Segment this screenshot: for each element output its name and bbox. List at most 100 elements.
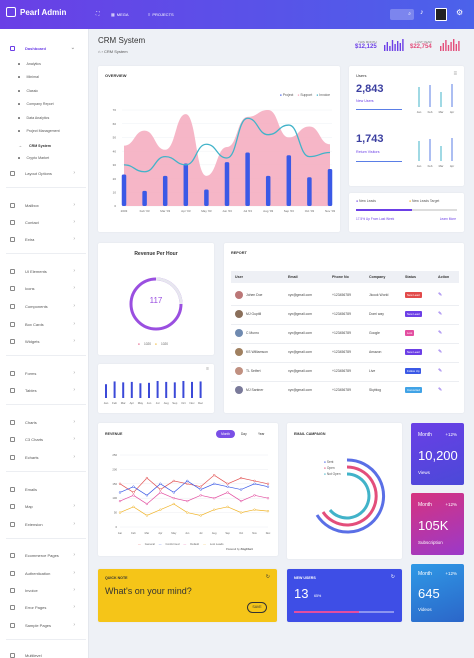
sidebar-item-echarts[interactable]: Echarts › (0, 451, 89, 463)
refresh-icon[interactable]: ↻ (390, 574, 395, 580)
chevron-right-icon: › (73, 436, 75, 442)
tab-month[interactable]: Month (216, 430, 235, 438)
revenue-legend: — General — Conformed — Default — Lost Leads (138, 542, 224, 546)
mega-menu[interactable]: ▦ MEGA (111, 12, 129, 17)
sidebar-item-contact[interactable]: Contact › (0, 216, 89, 228)
sidebar-item-dashboard[interactable]: Dashboard ⌄ (0, 42, 89, 54)
tile-value: 645 (418, 586, 440, 601)
tab-year[interactable]: Year (258, 432, 265, 436)
tile-sub: Subscription (418, 540, 443, 545)
avatar (235, 367, 243, 375)
sidebar-item-c3-charts[interactable]: C3 Charts › (0, 433, 89, 445)
month-label: Jan (104, 401, 109, 405)
edit-icon[interactable]: ✎ (438, 387, 443, 393)
projects-menu[interactable]: ≡ PROJECTS (148, 12, 174, 17)
sidebar-item-tables[interactable]: Tables › (0, 384, 89, 396)
sidebar-item-box-cards[interactable]: Box Cards › (0, 318, 89, 330)
chevron-right-icon: › (73, 321, 75, 327)
edit-icon[interactable]: ✎ (438, 292, 443, 298)
spark-bar (445, 40, 447, 51)
sidebar-sub-project-management[interactable]: Project Management (18, 129, 60, 133)
table-cell-company: Google (369, 331, 380, 335)
sidebar-item-error-pages[interactable]: Error Pages › (0, 601, 89, 613)
sidebar-item-ecommerce-pages[interactable]: Ecommerce Pages › (0, 549, 89, 561)
revenue-point (213, 497, 216, 500)
divider (356, 161, 402, 162)
sidebar-item-emails[interactable]: Emails (0, 483, 89, 495)
sidebar-sub-crm-system[interactable]: → CRM System (18, 143, 51, 148)
chevron-right-icon: › (73, 587, 75, 593)
page-title: CRM System (98, 36, 146, 45)
sidebar-item-multilevel[interactable]: Multilevel (0, 649, 89, 658)
brand[interactable]: Pearl Admin (6, 7, 66, 17)
sidebar-sub-minimal[interactable]: Minimal (18, 75, 39, 79)
edit-icon[interactable]: ✎ (438, 349, 443, 355)
expand-icon[interactable]: ⛶ (96, 11, 100, 17)
sidebar-item-invoice[interactable]: Invoice › (0, 584, 89, 596)
sidebar-item-widgets[interactable]: Widgets › (0, 335, 89, 347)
user-avatar[interactable] (435, 8, 447, 21)
learn-more-link[interactable]: Learn More (439, 217, 456, 221)
sidebar-item-extension[interactable]: Extension › (0, 518, 89, 530)
table-cell-company: Domi way (369, 312, 384, 316)
bell-icon[interactable]: ♪ (420, 9, 424, 16)
revenue-point (199, 514, 202, 517)
card-title: REPORT (231, 251, 247, 255)
sidebar-item-authentication[interactable]: Authentication › (0, 567, 89, 579)
spark-bar (455, 44, 457, 51)
home-icon[interactable]: ⌂ (98, 49, 101, 54)
sidebar-item-icons[interactable]: Icons › (0, 282, 89, 294)
menu-icon[interactable]: ≡ (206, 366, 209, 372)
leads-card: ● New Leads ● New Leads Target 17.5% Up … (349, 193, 464, 232)
card-title: NEW USERS (294, 576, 316, 580)
sidebar-divider (6, 355, 86, 356)
sidebar-item-forms[interactable]: Forms › (0, 367, 89, 379)
sidebar-sub-company-report[interactable]: Company Report (18, 102, 54, 106)
edit-icon[interactable]: ✎ (438, 368, 443, 374)
sidebar-item-sample-pages[interactable]: Sample Pages › (0, 619, 89, 631)
projects-label: PROJECTS (152, 12, 174, 17)
tab-day[interactable]: Day (241, 432, 247, 436)
y-tick-label: 0 (115, 525, 117, 529)
sidebar-sub-crypto-market[interactable]: Crypto Market (18, 156, 49, 160)
sidebar-item-map[interactable]: Map › (0, 500, 89, 512)
search-input[interactable]: ⌕ (390, 9, 414, 20)
column-header: Status (405, 275, 416, 279)
month-label: Mar (439, 110, 444, 114)
legend-dot: ● (324, 460, 326, 464)
card-title: Revenue Per Hour (134, 251, 178, 257)
edit-icon[interactable]: ✎ (438, 311, 443, 317)
cart-icon (10, 552, 15, 558)
sidebar-sub-classic[interactable]: Classic (18, 89, 38, 93)
users-card: Users ≡ 2,843 New Users 1,743 Return Vis… (349, 66, 464, 186)
sidebar-label: Tables (25, 387, 37, 393)
email-legend: ● Sent ● Open ● Not Open (324, 459, 340, 477)
avatar (235, 310, 243, 318)
edit-icon[interactable]: ✎ (438, 330, 443, 336)
tile-value: 10,200 (418, 448, 458, 463)
refresh-icon[interactable]: ↻ (265, 574, 270, 580)
save-button[interactable]: SAVE (247, 602, 267, 613)
revenue-point (199, 488, 202, 491)
menu-icon[interactable]: ≡ (453, 71, 457, 77)
sidebar-item-charts[interactable]: Charts › (0, 416, 89, 428)
bullet-icon (18, 157, 20, 159)
status-badge: Converted (405, 387, 422, 393)
sidebar-item-mailbox[interactable]: Mailbox › (0, 199, 89, 211)
gear-icon[interactable]: ⚙ (456, 8, 464, 17)
x-tick-label: Dec (266, 531, 271, 535)
quick-note-input[interactable]: What's on your mind? (105, 586, 192, 596)
sidebar-item-extra[interactable]: Extra › (0, 233, 89, 245)
sidebar-item-layout-options[interactable]: Layout Options › (0, 167, 89, 179)
chevron-right-icon: › (73, 552, 75, 558)
sidebar-sub-data-analytics[interactable]: Data Analytics (18, 116, 49, 120)
chevron-right-icon: › (73, 454, 75, 460)
mail-icon (10, 202, 15, 208)
sidebar-item-components[interactable]: Components › (0, 300, 89, 312)
sidebar-item-ui-elements[interactable]: UI Elements › (0, 265, 89, 277)
project-bar (224, 162, 230, 206)
month-label: Apr (450, 164, 454, 168)
legend-sent: ● Sent (324, 459, 340, 465)
sub-label: Project Management (26, 129, 60, 133)
sidebar-sub-analytics[interactable]: Analytics (18, 62, 41, 66)
